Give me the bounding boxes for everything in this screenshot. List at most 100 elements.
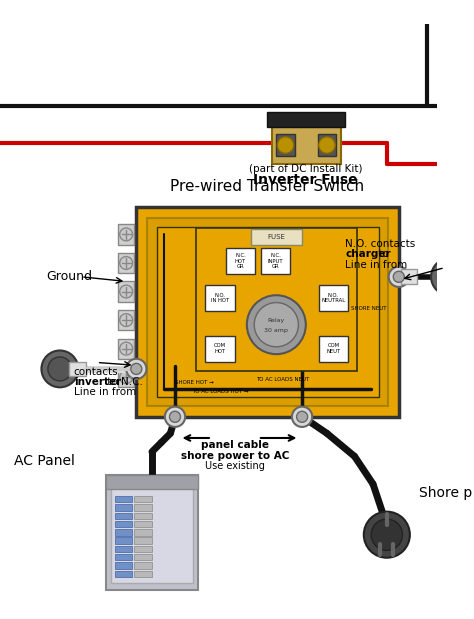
Text: panel cable: panel cable bbox=[201, 440, 269, 451]
Bar bbox=[106, 475, 198, 590]
Text: N.O. contacts: N.O. contacts bbox=[346, 239, 416, 249]
Bar bbox=[319, 285, 348, 311]
Bar bbox=[115, 571, 132, 577]
Text: shore power to AC: shore power to AC bbox=[181, 451, 289, 461]
Circle shape bbox=[438, 265, 461, 289]
Text: TO AC LOADS NEUT: TO AC LOADS NEUT bbox=[256, 378, 310, 383]
Text: charger: charger bbox=[346, 249, 391, 259]
Bar bbox=[115, 496, 132, 503]
Bar bbox=[106, 475, 198, 488]
Bar bbox=[319, 335, 348, 361]
Bar bbox=[118, 310, 135, 330]
Circle shape bbox=[120, 314, 133, 327]
Text: Line in from: Line in from bbox=[73, 387, 136, 397]
Text: N.C.
HOT
GR: N.C. HOT GR bbox=[235, 253, 246, 269]
Bar bbox=[115, 562, 132, 569]
Text: Shore p: Shore p bbox=[419, 487, 472, 500]
Circle shape bbox=[389, 267, 409, 287]
Bar bbox=[115, 529, 132, 535]
Circle shape bbox=[393, 271, 404, 282]
Circle shape bbox=[319, 137, 335, 154]
Text: N.O.
NEUTRAL: N.O. NEUTRAL bbox=[321, 293, 346, 303]
Bar bbox=[401, 269, 417, 284]
Circle shape bbox=[170, 411, 181, 422]
Text: SHORE NEUT: SHORE NEUT bbox=[351, 306, 386, 311]
Bar bbox=[205, 335, 235, 361]
Text: AC Panel: AC Panel bbox=[14, 454, 75, 468]
Text: Pre-wired Transfer Switch: Pre-wired Transfer Switch bbox=[170, 179, 364, 194]
Circle shape bbox=[131, 363, 142, 374]
Circle shape bbox=[431, 258, 468, 295]
Bar bbox=[134, 513, 152, 519]
Bar bbox=[251, 229, 302, 246]
Bar bbox=[134, 529, 152, 535]
Text: Line in from: Line in from bbox=[346, 260, 408, 270]
Text: Relay: Relay bbox=[268, 318, 285, 322]
Bar bbox=[261, 248, 290, 274]
Bar bbox=[134, 546, 152, 552]
Bar bbox=[110, 482, 193, 582]
Bar bbox=[272, 127, 341, 163]
Text: 30 amp: 30 amp bbox=[264, 327, 288, 333]
Bar bbox=[118, 339, 135, 359]
Bar bbox=[118, 367, 135, 387]
Circle shape bbox=[41, 350, 78, 387]
Circle shape bbox=[292, 407, 312, 427]
Bar bbox=[115, 554, 132, 560]
Circle shape bbox=[371, 519, 402, 550]
Text: Inverter Fuse: Inverter Fuse bbox=[254, 173, 358, 187]
Bar bbox=[147, 218, 388, 405]
Text: to: to bbox=[375, 249, 389, 259]
Bar bbox=[134, 562, 152, 569]
Bar bbox=[134, 496, 152, 503]
Text: contacts: contacts bbox=[73, 366, 118, 377]
Bar bbox=[134, 571, 152, 577]
Circle shape bbox=[126, 359, 146, 379]
Circle shape bbox=[165, 407, 185, 427]
Bar bbox=[156, 227, 379, 397]
Circle shape bbox=[277, 137, 294, 154]
Text: SHORE HOT →: SHORE HOT → bbox=[175, 380, 214, 385]
Bar bbox=[115, 513, 132, 519]
Bar bbox=[276, 134, 295, 156]
Text: Ground: Ground bbox=[46, 271, 92, 284]
Circle shape bbox=[120, 371, 133, 384]
Bar bbox=[318, 134, 336, 156]
Circle shape bbox=[247, 295, 306, 354]
Bar bbox=[196, 228, 357, 371]
Bar bbox=[115, 504, 132, 511]
Text: N.C.
INPUT
GR: N.C. INPUT GR bbox=[268, 253, 283, 269]
Circle shape bbox=[297, 411, 308, 422]
Bar bbox=[137, 207, 399, 417]
Circle shape bbox=[364, 512, 410, 558]
Text: COM
NEUT: COM NEUT bbox=[326, 344, 340, 354]
Bar bbox=[69, 361, 86, 376]
Text: Use existing: Use existing bbox=[205, 461, 265, 470]
Bar bbox=[205, 285, 235, 311]
Text: inverter: inverter bbox=[73, 377, 121, 387]
Circle shape bbox=[120, 256, 133, 269]
Text: (part of DC Install Kit): (part of DC Install Kit) bbox=[249, 164, 363, 174]
Bar bbox=[115, 537, 132, 544]
Circle shape bbox=[120, 285, 133, 298]
Circle shape bbox=[120, 342, 133, 355]
Bar bbox=[115, 546, 132, 552]
Text: COM
HOT: COM HOT bbox=[214, 344, 226, 354]
Bar bbox=[118, 224, 135, 245]
Bar bbox=[134, 521, 152, 527]
Bar bbox=[226, 248, 255, 274]
Circle shape bbox=[120, 228, 133, 241]
Bar bbox=[134, 537, 152, 544]
Text: TO AC LOADS HOT →: TO AC LOADS HOT → bbox=[191, 389, 248, 394]
Bar bbox=[118, 282, 135, 301]
Bar bbox=[115, 521, 132, 527]
Text: FUSE: FUSE bbox=[267, 234, 285, 240]
Bar bbox=[267, 112, 346, 127]
Text: to N.C.: to N.C. bbox=[104, 377, 143, 387]
Bar bbox=[134, 504, 152, 511]
Bar bbox=[134, 554, 152, 560]
Circle shape bbox=[48, 357, 72, 381]
Bar bbox=[118, 253, 135, 273]
Text: N.O.
IN HOT: N.O. IN HOT bbox=[211, 293, 229, 303]
Circle shape bbox=[254, 303, 299, 347]
